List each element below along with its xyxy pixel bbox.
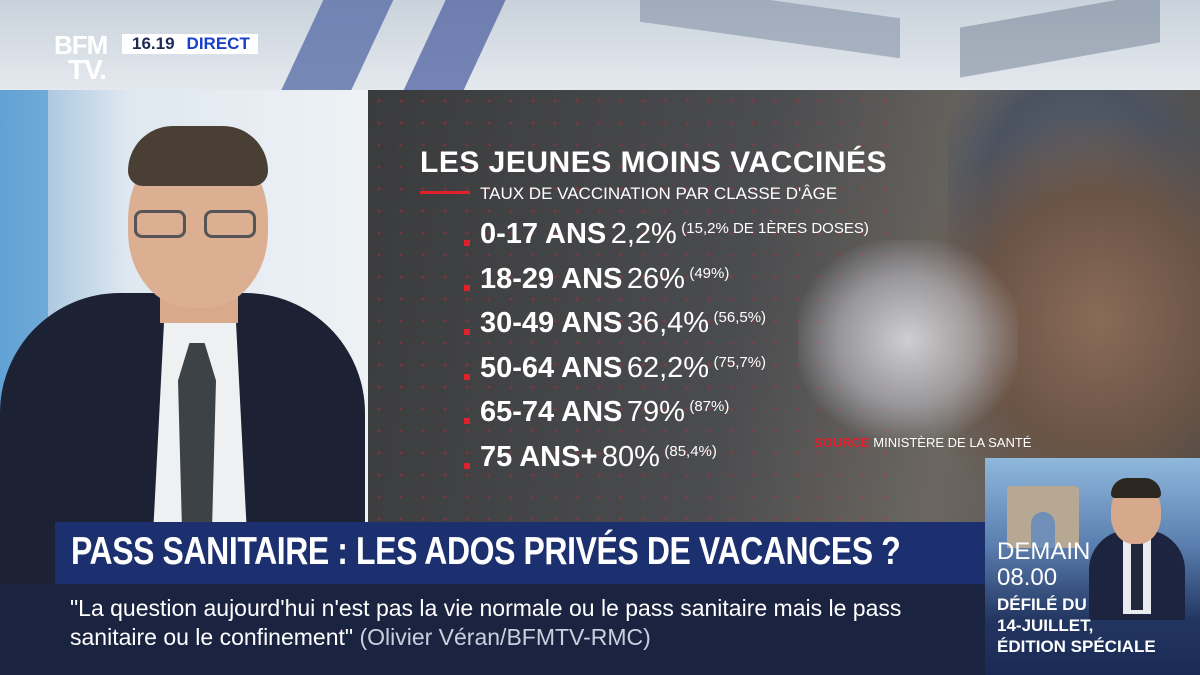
quote-source: (Olivier Véran/BFMTV-RMC) [359, 624, 651, 650]
presenter [0, 118, 368, 593]
quote-banner: "La question aujourd'hui n'est pas la vi… [0, 584, 985, 675]
promo-show-line: DÉFILÉ DU [997, 595, 1087, 614]
source-credit: SOURCE MINISTÈRE DE LA SANTÉ [814, 435, 1031, 450]
source-value: MINISTÈRE DE LA SANTÉ [873, 435, 1032, 450]
age-group: 75 ANS+ [480, 440, 598, 473]
bullet-icon [464, 329, 470, 335]
quote-text: "La question aujourd'hui n'est pas la vi… [70, 595, 902, 650]
background-photo-glove [798, 240, 1018, 440]
promo-time: 08.00 [997, 564, 1058, 591]
logo-line2: TV. [68, 54, 107, 85]
promo-show-line: ÉDITION SPÉCIALE [997, 637, 1156, 656]
vaccination-rate: 62,2% [626, 351, 710, 384]
upcoming-show-promo: DEMAIN 08.00 DÉFILÉ DU 14-JUILLET, ÉDITI… [985, 458, 1200, 675]
first-dose-rate: (85,4%) [664, 442, 717, 460]
bullet-icon [464, 418, 470, 424]
glasses-icon [134, 210, 260, 240]
promo-show-line: 14-JUILLET, [997, 616, 1094, 635]
age-group: 0-17 ANS [480, 218, 607, 250]
first-dose-rate: (15,2% DE 1ÈRES DOSES) [681, 220, 869, 237]
first-dose-rate: (75,7%) [713, 353, 767, 371]
source-label: SOURCE [814, 435, 870, 450]
headline-text: PASS SANITAIRE : LES ADOS PRIVÉS DE VACA… [71, 530, 901, 573]
first-dose-rate: (87%) [689, 398, 730, 415]
vaccination-rate: 80% [601, 440, 660, 473]
promo-show-title: DÉFILÉ DU 14-JUILLET, ÉDITION SPÉCIALE [997, 594, 1156, 657]
vaccination-rate: 26% [626, 262, 685, 295]
logo-line1: BFM [54, 30, 108, 60]
vaccination-rate: 36,4% [626, 307, 710, 339]
show-host-image [1085, 468, 1189, 620]
bullet-icon [464, 284, 470, 291]
promo-day: DEMAIN [997, 538, 1091, 565]
clock-time: 16.19 [122, 34, 185, 54]
headline-banner: PASS SANITAIRE : LES ADOS PRIVÉS DE VACA… [55, 522, 985, 584]
age-group: 30-49 ANS [480, 307, 623, 339]
age-group: 50-64 ANS [480, 351, 623, 384]
first-dose-rate: (56,5%) [713, 309, 767, 326]
age-group: 18-29 ANS [480, 262, 623, 295]
bullet-icon [464, 373, 470, 380]
bullet-icon [464, 240, 470, 246]
bullet-icon [464, 462, 470, 469]
title-underline [420, 191, 470, 194]
first-dose-rate: (49%) [689, 264, 730, 282]
arc-de-triomphe-image [1007, 486, 1079, 548]
vaccination-infographic: LES JEUNES MOINS VACCINÉS TAUX DE VACCIN… [368, 90, 1200, 530]
age-group: 65-74 ANS [480, 396, 623, 428]
infographic-subtitle: TAUX DE VACCINATION PAR CLASSE D'ÂGE [480, 184, 838, 203]
live-badge: DIRECT [184, 34, 258, 54]
vaccination-rate: 2,2% [610, 218, 677, 250]
bfmtv-logo: BFM TV. [54, 30, 116, 86]
clock-bar: 16.19 DIRECT [122, 34, 258, 54]
infographic-title: LES JEUNES MOINS VACCINÉS [420, 146, 888, 179]
vaccination-rate: 79% [626, 396, 685, 428]
